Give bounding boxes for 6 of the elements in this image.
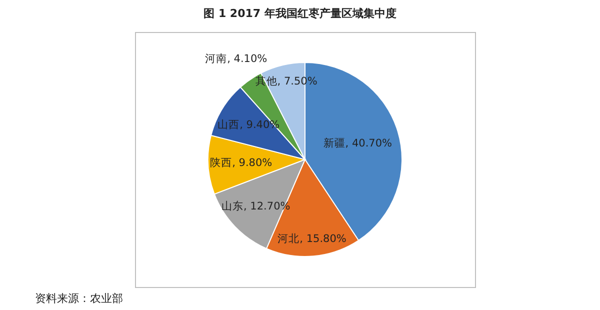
slice-label: 河北, 15.80% <box>278 232 346 246</box>
slice-label: 河南, 4.10% <box>205 52 268 65</box>
slice-label: 新疆, 40.70% <box>323 136 392 150</box>
chart-title: 图 1 2017 年我国红枣产量区域集中度 <box>202 6 398 21</box>
slice-label: 陕西, 9.80% <box>210 157 272 170</box>
text: 资料来源：农业部 <box>35 291 123 306</box>
